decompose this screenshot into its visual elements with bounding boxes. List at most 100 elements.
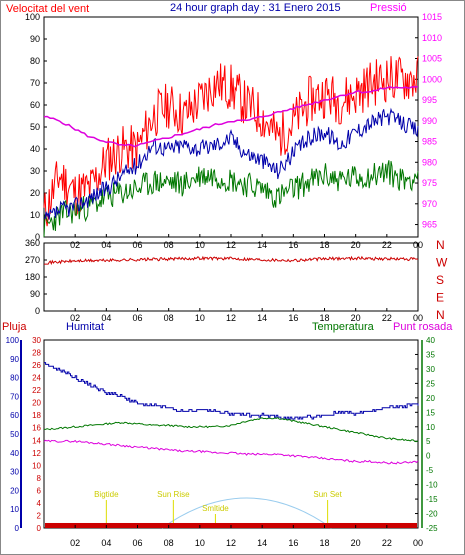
wind-y-tick-label-2: 20 (30, 188, 40, 198)
event-label-0: Bigtide (94, 490, 119, 499)
dir-y-tick-label-3: 270 (25, 255, 40, 265)
wind-y-tick-label-8: 80 (30, 56, 40, 66)
rain-y-tick-label-9: 18 (32, 411, 41, 420)
wind-y-tick-label-7: 70 (30, 78, 40, 88)
humidity-y-tick-label-8: 80 (10, 374, 19, 383)
wind-x-tick-label-10: 22 (382, 240, 392, 250)
wind-y-tick-label-9: 90 (30, 34, 40, 44)
wind-x-tick-label-3: 08 (164, 240, 174, 250)
pressure-y-tick-label-10: 1015 (422, 12, 442, 22)
wind-direction-line (43, 255, 419, 266)
dir-y-tick-label-2: 180 (25, 272, 40, 282)
wind-y-tick-label-0: 0 (35, 232, 40, 242)
graph-title: 24 hour graph day : 31 Enero 2015 (170, 2, 341, 14)
humidity-y-tick-label-5: 50 (10, 430, 19, 439)
dir-x-tick-label-2: 06 (132, 313, 142, 323)
rain-y-tick-label-2: 4 (37, 499, 42, 508)
dir-x-tick-label-6: 14 (257, 313, 267, 323)
dir-x-tick-label-7: 16 (288, 313, 298, 323)
hum-x-tick-label-0: 02 (70, 538, 80, 548)
pressure-y-tick-label-6: 995 (422, 95, 437, 105)
hum-x-tick-label-6: 14 (257, 538, 267, 548)
rain-y-tick-label-14: 28 (32, 349, 41, 358)
rain-y-tick-label-3: 6 (37, 486, 42, 495)
rain-y-tick-label-8: 16 (32, 424, 41, 433)
wind-plot-frame (43, 16, 419, 238)
compass-label-3: E (436, 291, 444, 305)
wind-plot: 0 10 20 30 40 50 60 70 80 90 100 965 970 975 980 985 990… (25, 12, 442, 250)
compass-label-1: W (436, 256, 448, 270)
dir-x-tick-label-10: 22 (382, 313, 392, 323)
rain-y-tick-label-0: 0 (37, 524, 42, 533)
hum-x-tick-label-8: 18 (319, 538, 329, 548)
sun-arc (161, 497, 332, 529)
humidity-y-tick-label-1: 10 (10, 505, 19, 514)
temperature-line (43, 417, 419, 443)
humidity-y-tick-label-9: 90 (10, 355, 19, 364)
temp-y-tick-label-9: 20 (426, 394, 435, 403)
wind-x-tick-label-7: 16 (288, 240, 298, 250)
wind-y-tick-label-1: 10 (30, 210, 40, 220)
event-label-3: Sun Set (313, 490, 342, 499)
humidity-y-tick-label-4: 40 (10, 449, 19, 458)
dir-y-tick-label-4: 360 (25, 238, 40, 248)
rain-y-tick-label-10: 20 (32, 399, 41, 408)
rain-y-tick-label-12: 24 (32, 374, 41, 383)
humidity-plot-frame (43, 339, 419, 529)
wind-y-tick-label-10: 100 (25, 12, 40, 22)
rain-y-tick-label-4: 8 (37, 474, 42, 483)
wind-y-tick-label-6: 60 (30, 100, 40, 110)
humidity-y-tick-label-7: 70 (10, 392, 19, 401)
wind-x-tick-label-4: 10 (195, 240, 205, 250)
compass-label-2: S (436, 273, 444, 287)
direction-plot-frame (43, 242, 419, 312)
rain-y-tick-label-7: 14 (32, 436, 41, 445)
temp-y-tick-label-8: 15 (426, 408, 435, 417)
compass-label-4: N (436, 308, 445, 322)
temp-y-tick-label-11: 30 (426, 365, 435, 374)
humidity-y-tick-label-3: 30 (10, 468, 19, 477)
event-label-1: Sun Rise (157, 490, 190, 499)
pressure-y-tick-label-0: 965 (422, 220, 437, 230)
wind-y-tick-label-3: 30 (30, 166, 40, 176)
pressure-line (43, 85, 419, 148)
rain-y-tick-label-5: 10 (32, 461, 41, 470)
humidity-y-tick-label-6: 60 (10, 411, 19, 420)
pressure-y-tick-label-7: 1000 (422, 74, 442, 84)
pressure-y-tick-label-5: 990 (422, 116, 437, 126)
dir-x-tick-label-9: 20 (351, 313, 361, 323)
temp-y-tick-label-12: 35 (426, 350, 435, 359)
hum-x-tick-label-2: 06 (132, 538, 142, 548)
temperature-label: Temperatura (312, 321, 375, 333)
humidity-plot: 02 4 6 8 10 12 14 16 18 20 22 24 26 28 30 0 10 20 30 40 50 60… (6, 336, 438, 548)
temp-y-tick-label-6: 5 (426, 437, 431, 446)
hum-x-tick-label-4: 10 (195, 538, 205, 548)
temp-y-tick-label-13: 40 (426, 336, 435, 345)
dir-x-tick-label-3: 08 (164, 313, 174, 323)
humidity-y-tick-label-2: 20 (10, 486, 19, 495)
rain-y-tick-label-13: 26 (32, 361, 41, 370)
dir-x-tick-label-11: 00 (413, 313, 423, 323)
temp-y-tick-label-1: -20 (426, 510, 438, 519)
compass-label-0: N (436, 238, 445, 252)
pressure-y-tick-label-3: 980 (422, 157, 437, 167)
rain-y-tick-label-11: 22 (32, 386, 41, 395)
wind-x-tick-label-8: 18 (319, 240, 329, 250)
rain-label: Pluja (2, 321, 27, 333)
temp-y-tick-label-4: -5 (426, 466, 434, 475)
rain-y-tick-label-6: 12 (32, 449, 41, 458)
dir-y-tick-label-0: 0 (35, 306, 40, 316)
dir-x-tick-label-1: 04 (101, 313, 111, 323)
event-label-2: Smltide (202, 504, 229, 513)
dir-x-tick-label-4: 10 (195, 313, 205, 323)
wind-x-tick-label-9: 20 (351, 240, 361, 250)
wind-y-tick-label-4: 40 (30, 144, 40, 154)
pressure-label: Pressió (370, 2, 407, 14)
humidity-line (44, 362, 419, 420)
temp-y-tick-label-3: -10 (426, 481, 438, 490)
pressure-y-tick-label-8: 1005 (422, 54, 442, 64)
dir-x-tick-label-5: 12 (226, 313, 236, 323)
dir-y-tick-label-1: 90 (30, 289, 40, 299)
rain-y-tick-label-1: 2 (37, 511, 42, 520)
